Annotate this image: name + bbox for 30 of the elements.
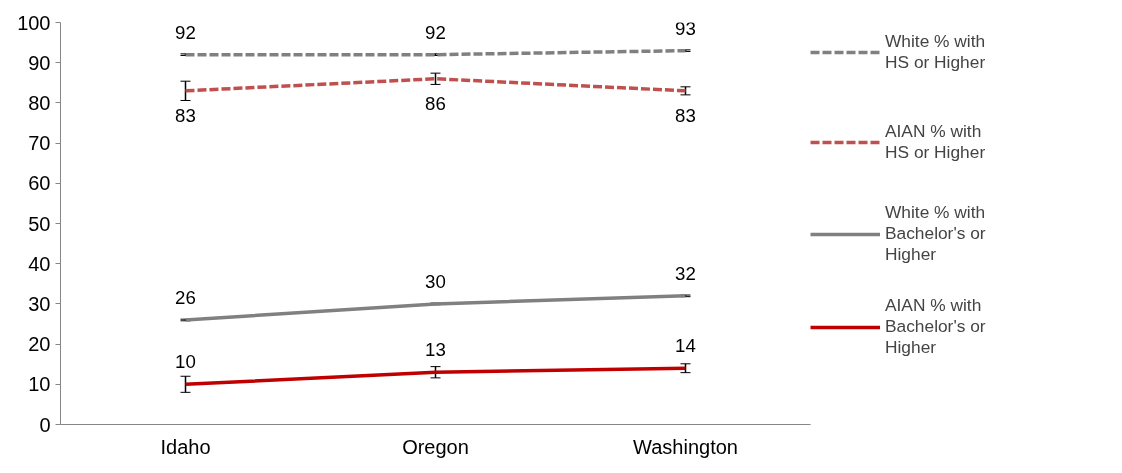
y-tick-label: 90 — [28, 51, 51, 74]
data-label: 10 — [175, 351, 196, 373]
y-tick-label: 10 — [28, 373, 51, 396]
y-tick-label: 80 — [28, 91, 51, 114]
y-tick-label: 100 — [17, 11, 51, 34]
y-tick-label: 50 — [28, 212, 51, 235]
legend-label: White % with Bachelor's or Higher — [885, 202, 986, 265]
data-label: 86 — [425, 92, 446, 114]
data-label: 30 — [425, 270, 446, 292]
data-label: 13 — [425, 339, 446, 361]
legend-label: AIAN % with HS or Higher — [885, 120, 986, 164]
y-tick-label: 40 — [28, 252, 51, 275]
data-label: 92 — [175, 21, 196, 43]
data-label: 93 — [675, 17, 696, 39]
data-label: 92 — [425, 21, 446, 43]
data-label: 83 — [175, 104, 196, 126]
data-label: 26 — [175, 286, 196, 308]
y-tick-label: 70 — [28, 132, 51, 155]
x-tick-label: Idaho — [160, 435, 211, 458]
y-tick-label: 60 — [28, 172, 51, 195]
y-tick-label: 30 — [28, 292, 51, 315]
y-tick-label: 0 — [39, 413, 51, 436]
legend-label: AIAN % with Bachelor's or Higher — [885, 295, 986, 358]
legend-label: White % with HS or Higher — [885, 30, 986, 74]
data-label: 83 — [675, 104, 696, 126]
y-tick-label: 20 — [28, 333, 51, 356]
x-tick-label: Washington — [633, 435, 738, 458]
data-label: 32 — [675, 262, 696, 284]
data-label: 14 — [675, 335, 696, 357]
x-tick-label: Oregon — [402, 435, 469, 458]
